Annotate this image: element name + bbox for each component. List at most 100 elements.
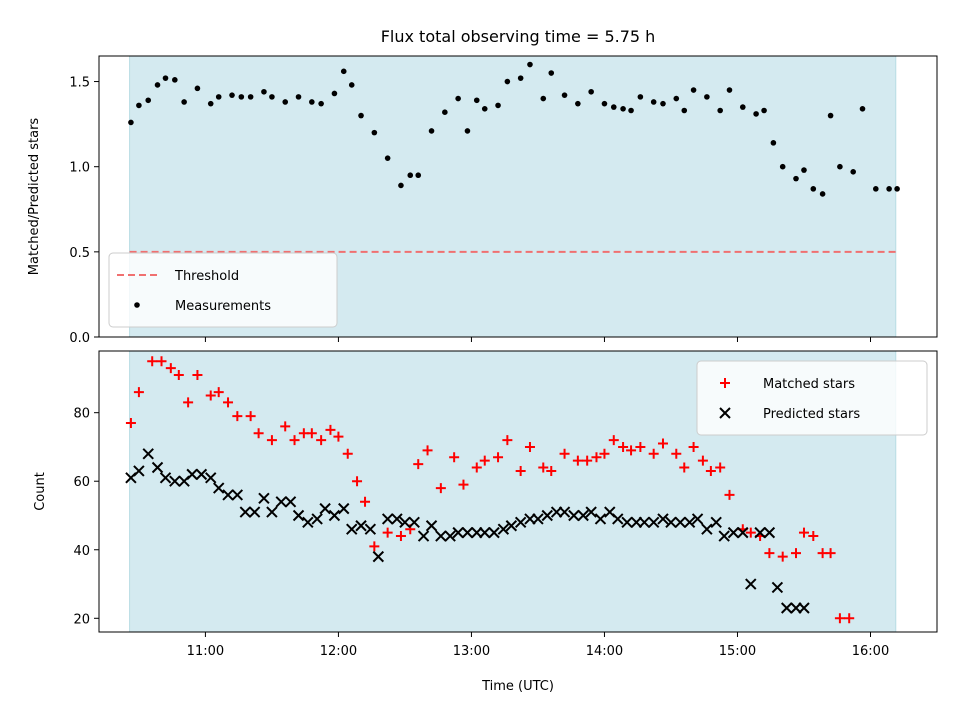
x-tick-label: 12:00 (320, 644, 357, 659)
data-point (763, 526, 776, 539)
data-point (125, 417, 136, 428)
data-point (173, 369, 184, 380)
data-point (222, 489, 234, 501)
data-point (417, 530, 430, 542)
data-point (165, 363, 176, 374)
data-point (635, 441, 646, 452)
legend-label: Predicted stars (763, 407, 860, 422)
data-point (333, 431, 344, 442)
data-point (408, 516, 420, 529)
data-point (495, 102, 501, 109)
data-point (650, 99, 657, 105)
data-point (745, 578, 757, 590)
data-point (371, 129, 378, 136)
data-point (558, 506, 571, 518)
data-point (395, 531, 406, 542)
data-point (559, 448, 570, 459)
data-point (435, 530, 447, 542)
data-point (825, 548, 836, 559)
data-point (205, 390, 216, 401)
series-predicted-stars (125, 448, 810, 614)
data-point (717, 107, 723, 114)
data-point (657, 438, 668, 449)
data-point (381, 513, 394, 525)
x-tick-label: 15:00 (719, 644, 756, 659)
data-point (850, 169, 856, 175)
data-point (538, 462, 549, 473)
data-point (798, 527, 809, 538)
data-point (384, 155, 391, 161)
data-point (352, 476, 363, 487)
y-tick-label: 0.0 (69, 331, 90, 346)
x-tick-label: 11:00 (187, 644, 224, 659)
data-point (637, 94, 644, 100)
data-point (238, 94, 245, 100)
data-point (306, 428, 317, 439)
data-point (779, 163, 786, 170)
legend: Threshold Measurements (108, 252, 338, 328)
data-point (316, 435, 327, 446)
data-point (737, 526, 749, 539)
x-tick-label: 13:00 (453, 644, 490, 659)
legend-label: Measurements (175, 299, 271, 314)
data-point (261, 88, 267, 95)
chart-title: Flux total observing time = 5.75 h (381, 27, 656, 46)
data-point (399, 516, 411, 529)
data-point (798, 602, 810, 614)
data-point (724, 489, 735, 500)
data-point (145, 97, 152, 104)
data-point (673, 95, 680, 102)
data-point (771, 581, 784, 594)
data-point (610, 104, 617, 110)
data-point (192, 369, 203, 380)
data-point (568, 509, 580, 522)
y-tick-label: 1.5 (69, 76, 90, 91)
data-point (340, 68, 347, 75)
data-point (691, 513, 704, 525)
data-point (442, 109, 448, 115)
data-point (128, 119, 134, 126)
y-tick-label: 60 (73, 475, 90, 490)
data-point (834, 613, 845, 624)
data-point (514, 516, 527, 529)
data-point (282, 99, 289, 105)
data-point (517, 75, 524, 81)
legend: Matched stars Predicted stars (696, 360, 928, 436)
data-point (232, 411, 243, 422)
data-point (289, 435, 300, 446)
data-point (793, 175, 799, 182)
y-tick-label: 1.0 (69, 161, 90, 176)
data-point (532, 513, 544, 525)
data-point (585, 506, 597, 518)
data-point (638, 516, 651, 529)
data-point (493, 452, 504, 463)
data-point (133, 387, 144, 398)
data-point (328, 509, 341, 522)
data-point (318, 100, 324, 107)
data-point (183, 397, 194, 408)
data-point (859, 105, 866, 112)
data-point (626, 445, 637, 456)
data-point (461, 526, 474, 539)
y-tick-label: 20 (73, 612, 90, 627)
data-point (479, 455, 490, 466)
data-point (608, 435, 619, 446)
legend-swatch (719, 407, 731, 419)
data-point (473, 97, 480, 104)
data-point (348, 82, 355, 88)
data-point (660, 100, 666, 107)
data-point (620, 105, 626, 112)
data-point (346, 523, 358, 535)
data-point (302, 516, 314, 529)
x-tick-label: 16:00 (852, 644, 889, 659)
legend-box (696, 360, 928, 436)
data-point (502, 435, 513, 446)
data-point (745, 527, 756, 538)
data-point (248, 506, 261, 518)
data-point (577, 509, 589, 522)
data-point (819, 191, 826, 197)
data-point (311, 513, 323, 525)
series-matched-stars (125, 356, 855, 624)
data-point (679, 462, 690, 473)
